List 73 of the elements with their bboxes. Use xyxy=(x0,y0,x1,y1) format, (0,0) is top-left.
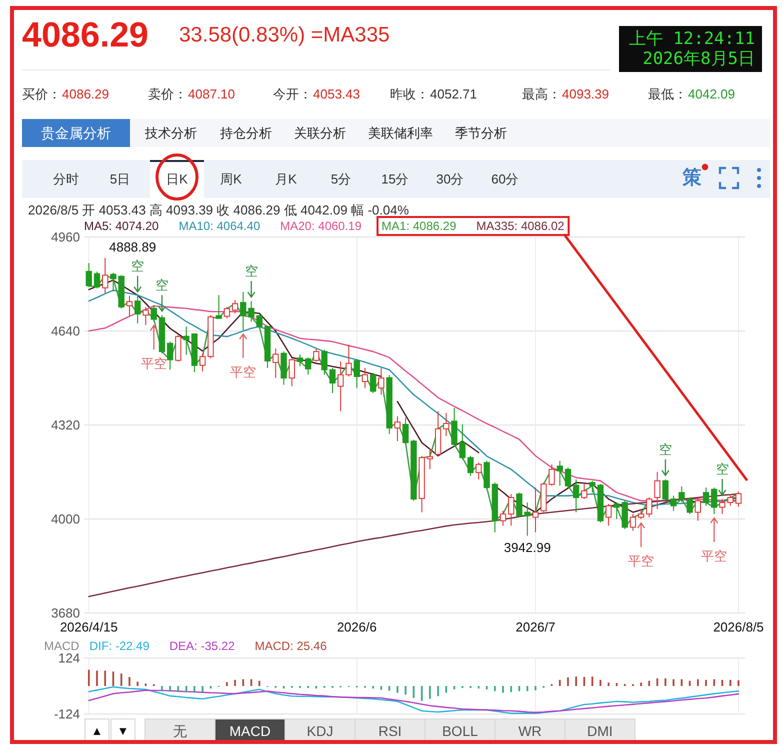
text: DMI xyxy=(587,723,613,739)
text: 33.58(0.83%) =MA335 xyxy=(179,24,390,46)
text: 日K xyxy=(166,172,188,186)
text: 贵金属分析 xyxy=(41,125,111,141)
text: KDJ xyxy=(306,723,334,739)
text: ▲ xyxy=(91,724,103,738)
text: MACD: 25.46 xyxy=(254,639,328,653)
text: MA10: 4064.40 xyxy=(178,219,260,233)
annotation: 3942.99 xyxy=(504,540,551,556)
text: 4086.29 xyxy=(62,86,109,102)
text: 4052.71 xyxy=(430,86,477,102)
y-tick-label: 4640 xyxy=(51,324,80,338)
text: DEA: -35.22 xyxy=(169,639,236,653)
text: 2026年8月5日 xyxy=(642,49,755,69)
text: 今开： xyxy=(273,86,312,102)
text: RSI xyxy=(378,723,402,739)
text: 美联储利率 xyxy=(368,126,433,140)
y-tick-label: 4000 xyxy=(51,512,80,526)
annotation: 空 xyxy=(658,442,672,457)
annotation: 空 xyxy=(716,462,729,477)
x-tick-label: 2026/7 xyxy=(516,620,556,634)
text: 4086.29 xyxy=(22,16,149,54)
text: 4053.43 xyxy=(313,86,360,102)
text: 15分 xyxy=(381,172,409,186)
annotation: 空 xyxy=(244,264,258,279)
text: 60分 xyxy=(491,172,519,186)
x-tick-label: 2026/8/5 xyxy=(713,620,764,634)
text: 昨收： xyxy=(390,86,429,102)
text: 月K xyxy=(275,172,298,186)
text: MA335: 4086.02 xyxy=(476,219,565,233)
text: 4093.39 xyxy=(562,86,609,102)
text: 持仓分析 xyxy=(220,126,272,140)
text: 卖价： xyxy=(148,86,187,102)
chart-subtitle: 2026/8/5 开 4053.43 高 4093.39 收 4086.29 低 4042.09 幅 -0.04% xyxy=(28,202,410,218)
text: MA20: 4060.19 xyxy=(280,219,362,233)
text: WR xyxy=(518,723,542,739)
text: 技术分析 xyxy=(144,126,197,140)
annotation: 4888.89 xyxy=(109,239,156,254)
chart-title: MACD xyxy=(44,639,80,653)
y-tick-label: -124 xyxy=(54,706,80,722)
text: MACD xyxy=(229,723,271,739)
text: ▼ xyxy=(117,724,129,738)
text: 上午 12:24:11 xyxy=(628,29,755,49)
text: 4087.10 xyxy=(188,86,235,102)
annotation: 平空 xyxy=(628,554,654,568)
text: 最高： xyxy=(522,86,561,102)
y-tick-label: 3680 xyxy=(51,606,80,620)
text: 5日 xyxy=(110,172,130,186)
text: 买价： xyxy=(22,86,61,102)
text: 关联分析 xyxy=(294,126,346,140)
text: MA1: 4086.29 xyxy=(382,219,457,233)
x-tick-label: 2026/4/15 xyxy=(60,620,118,634)
annotation: 平空 xyxy=(701,548,728,564)
annotation: 空 xyxy=(131,258,144,274)
text: 策 xyxy=(682,168,702,188)
text: 周K xyxy=(220,172,242,186)
annotation: 平空 xyxy=(140,356,167,372)
text: BOLL xyxy=(442,723,478,739)
text: 分时 xyxy=(53,172,79,186)
text: 5分 xyxy=(330,172,352,186)
text: 30分 xyxy=(436,172,464,186)
annotation: 空 xyxy=(155,278,168,293)
x-tick-label: 2026/6 xyxy=(336,620,377,634)
text: 无 xyxy=(173,723,187,739)
text: 4042.09 xyxy=(688,86,735,102)
text: DIF: -22.49 xyxy=(89,639,150,653)
text: 季节分析 xyxy=(455,126,507,140)
y-tick-label: 124 xyxy=(58,650,80,666)
y-tick-label: 4320 xyxy=(51,418,80,432)
y-tick-label: 4960 xyxy=(51,230,80,244)
text: 最低： xyxy=(648,86,687,102)
text: MA5: 4074.20 xyxy=(84,219,160,233)
annotation: 平空 xyxy=(230,364,256,380)
